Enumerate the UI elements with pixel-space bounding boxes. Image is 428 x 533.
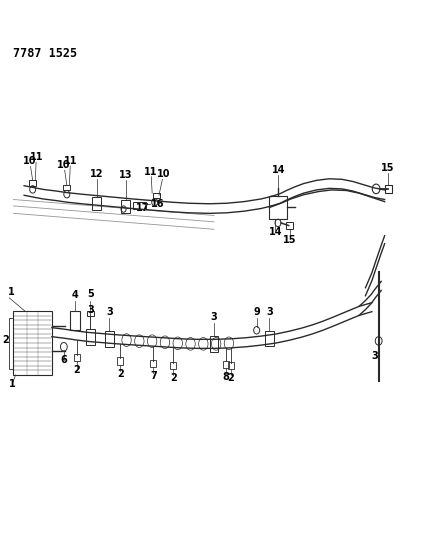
Bar [170, 362, 176, 369]
Text: 6: 6 [60, 356, 67, 365]
Text: 3: 3 [87, 305, 94, 316]
Text: 12: 12 [90, 169, 104, 179]
Bar [385, 184, 392, 193]
Bar [117, 358, 123, 365]
Text: 1: 1 [9, 378, 16, 389]
Text: 2: 2 [3, 335, 9, 345]
Bar [150, 360, 156, 367]
Bar [29, 180, 36, 185]
Bar [133, 202, 146, 208]
Text: 7787 1525: 7787 1525 [14, 46, 77, 60]
Text: 2: 2 [228, 373, 235, 383]
Text: 14: 14 [272, 165, 285, 175]
Bar [122, 200, 130, 213]
Text: 1: 1 [8, 287, 15, 297]
Text: 11: 11 [144, 166, 157, 176]
Text: 2: 2 [170, 373, 177, 383]
Bar [228, 362, 234, 369]
Text: 4: 4 [72, 290, 79, 301]
Text: 9: 9 [253, 307, 260, 317]
Text: 14: 14 [269, 227, 282, 237]
Bar [92, 197, 101, 210]
Bar [285, 222, 293, 229]
Bar [270, 196, 287, 219]
Text: 11: 11 [64, 156, 78, 166]
Bar [74, 354, 80, 361]
Text: 8: 8 [223, 372, 229, 382]
Bar [210, 336, 218, 352]
Text: 15: 15 [381, 163, 395, 173]
Bar [153, 193, 160, 198]
Bar [9, 318, 14, 368]
Bar [223, 361, 229, 368]
Bar [105, 332, 114, 347]
Text: 5: 5 [87, 289, 94, 300]
Text: 3: 3 [106, 308, 113, 318]
Text: 3: 3 [211, 312, 217, 322]
Text: 11: 11 [30, 152, 44, 162]
Bar [70, 311, 80, 330]
Text: 3: 3 [371, 351, 378, 361]
Text: 17: 17 [136, 203, 149, 213]
Bar [63, 185, 70, 190]
Bar [265, 331, 274, 346]
Bar [14, 311, 52, 375]
Text: 3: 3 [266, 307, 273, 317]
Text: 10: 10 [56, 160, 70, 170]
Text: 10: 10 [23, 156, 36, 166]
Bar [86, 329, 95, 345]
Text: 10: 10 [157, 169, 170, 179]
Text: 15: 15 [283, 235, 296, 245]
Text: 13: 13 [119, 169, 132, 180]
Text: 16: 16 [151, 199, 165, 209]
Text: 2: 2 [117, 368, 124, 378]
Text: 7: 7 [150, 370, 157, 381]
Text: 2: 2 [73, 365, 80, 375]
Bar [87, 311, 94, 317]
